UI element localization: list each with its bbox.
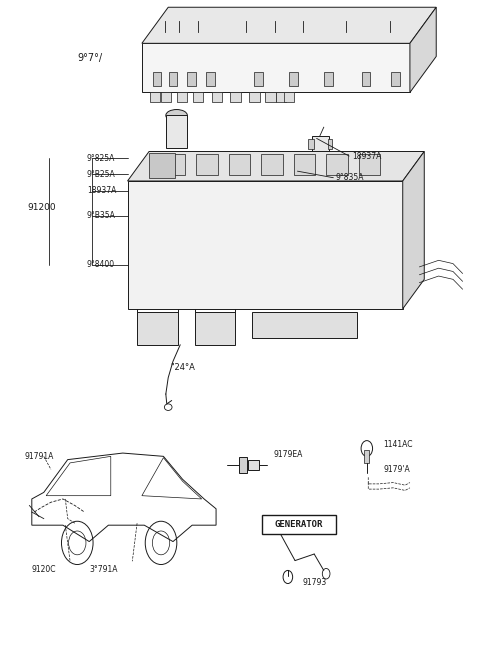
Polygon shape bbox=[128, 152, 424, 181]
Bar bbox=[308, 139, 314, 149]
Bar bbox=[301, 154, 312, 162]
Bar bbox=[324, 72, 333, 86]
Polygon shape bbox=[403, 152, 424, 309]
Bar bbox=[261, 154, 283, 175]
Bar bbox=[228, 154, 250, 175]
Polygon shape bbox=[166, 116, 187, 148]
Text: 9179EA: 9179EA bbox=[274, 450, 303, 459]
Bar bbox=[285, 154, 295, 162]
Text: 9179'A: 9179'A bbox=[384, 465, 410, 474]
Bar bbox=[364, 450, 369, 463]
Bar bbox=[230, 92, 241, 102]
Bar bbox=[391, 72, 400, 86]
Bar bbox=[153, 72, 161, 86]
Text: 91793: 91793 bbox=[302, 578, 326, 587]
Bar bbox=[252, 156, 259, 162]
Text: 9°B25A: 9°B25A bbox=[87, 170, 116, 179]
Text: ''24°A: ''24°A bbox=[170, 363, 195, 373]
Bar bbox=[212, 92, 222, 102]
Text: 9120C: 9120C bbox=[32, 564, 56, 574]
Text: 9°7°/: 9°7°/ bbox=[77, 53, 102, 63]
Bar bbox=[283, 158, 297, 177]
Bar bbox=[188, 72, 196, 86]
Bar bbox=[268, 154, 278, 162]
Bar bbox=[265, 92, 276, 102]
Text: 3°791A: 3°791A bbox=[89, 564, 118, 574]
Bar bbox=[137, 312, 178, 345]
Text: 9°B35A: 9°B35A bbox=[87, 212, 116, 220]
Bar bbox=[194, 312, 235, 345]
Polygon shape bbox=[142, 7, 436, 43]
Bar bbox=[361, 72, 370, 86]
Bar bbox=[248, 460, 259, 470]
Bar bbox=[312, 136, 328, 152]
Bar bbox=[250, 160, 262, 177]
Bar bbox=[150, 92, 160, 102]
Text: 18937A: 18937A bbox=[352, 152, 382, 160]
Bar bbox=[252, 312, 357, 338]
Polygon shape bbox=[128, 181, 403, 309]
Text: 9°825A: 9°825A bbox=[87, 154, 115, 162]
Polygon shape bbox=[410, 7, 436, 93]
Text: 18937A: 18937A bbox=[87, 187, 116, 195]
Bar bbox=[284, 92, 294, 102]
Bar bbox=[161, 92, 171, 102]
Bar bbox=[294, 154, 315, 175]
Bar bbox=[289, 72, 298, 86]
Bar bbox=[249, 92, 260, 102]
Text: 1141AC: 1141AC bbox=[384, 440, 413, 449]
Polygon shape bbox=[142, 43, 410, 93]
Ellipse shape bbox=[169, 122, 184, 129]
Bar bbox=[300, 158, 313, 177]
Bar bbox=[326, 154, 348, 175]
Bar bbox=[168, 72, 177, 86]
Text: 9°8400: 9°8400 bbox=[87, 260, 115, 269]
Ellipse shape bbox=[166, 110, 187, 122]
Text: 91791A: 91791A bbox=[24, 452, 54, 461]
Bar bbox=[206, 72, 215, 86]
Bar bbox=[262, 514, 336, 534]
Bar bbox=[254, 72, 263, 86]
Bar bbox=[163, 154, 185, 175]
Bar bbox=[327, 139, 332, 149]
Bar bbox=[276, 92, 287, 102]
Bar bbox=[196, 154, 217, 175]
Text: 91200: 91200 bbox=[27, 203, 56, 212]
Bar bbox=[239, 457, 247, 473]
Bar bbox=[193, 92, 204, 102]
Bar bbox=[359, 154, 380, 175]
Bar bbox=[266, 158, 280, 177]
Bar bbox=[149, 153, 175, 177]
Bar bbox=[177, 92, 187, 102]
Text: GENERATOR: GENERATOR bbox=[275, 520, 323, 529]
Text: 9°835A: 9°835A bbox=[336, 173, 364, 182]
